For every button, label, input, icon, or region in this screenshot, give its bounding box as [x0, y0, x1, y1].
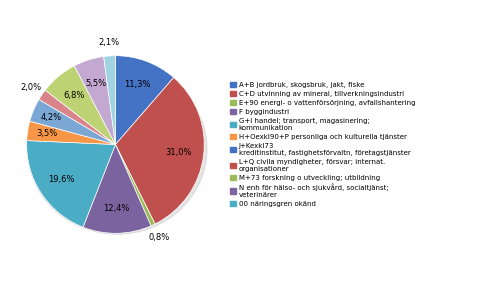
Wedge shape — [115, 144, 155, 226]
Wedge shape — [45, 66, 115, 144]
Ellipse shape — [27, 64, 206, 234]
Wedge shape — [83, 144, 151, 233]
Wedge shape — [115, 56, 173, 144]
Text: 12,4%: 12,4% — [103, 204, 130, 213]
Text: 3,5%: 3,5% — [36, 129, 58, 138]
Wedge shape — [26, 140, 115, 227]
Wedge shape — [74, 56, 115, 144]
Text: 19,6%: 19,6% — [48, 175, 75, 184]
Text: 31,0%: 31,0% — [165, 148, 192, 157]
Text: 0,8%: 0,8% — [148, 233, 169, 242]
Text: 4,2%: 4,2% — [41, 113, 62, 122]
Text: 5,5%: 5,5% — [85, 79, 107, 88]
Wedge shape — [39, 90, 115, 144]
Text: 2,0%: 2,0% — [20, 83, 41, 92]
Wedge shape — [115, 77, 204, 224]
Text: 6,8%: 6,8% — [63, 91, 85, 100]
Text: 2,1%: 2,1% — [98, 38, 119, 47]
Legend: A+B jordbruk, skogsbruk, jakt, fiske, C+D utvinning av mineral, tillverkningsind: A+B jordbruk, skogsbruk, jakt, fiske, C+… — [229, 82, 414, 207]
Wedge shape — [104, 56, 115, 144]
Wedge shape — [27, 121, 115, 144]
Wedge shape — [30, 99, 115, 144]
Text: 11,3%: 11,3% — [124, 80, 151, 89]
